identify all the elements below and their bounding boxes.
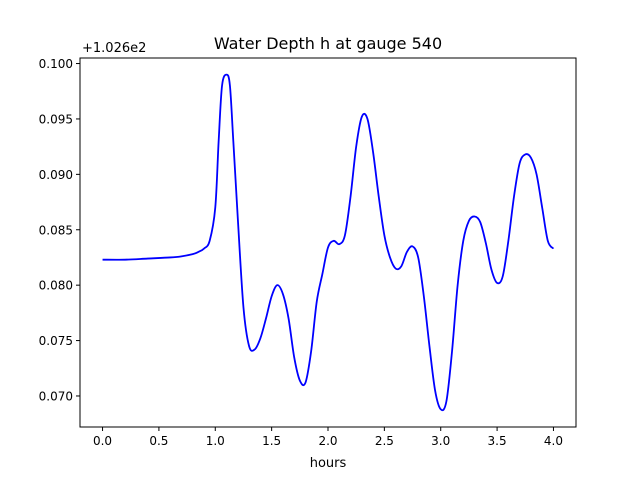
plot-area-frame xyxy=(79,57,577,428)
x-tick-label: 1.5 xyxy=(262,434,281,448)
y-tick-label: 0.100 xyxy=(39,57,73,71)
x-tick-label: 1.0 xyxy=(206,434,225,448)
x-tick-label: 3.5 xyxy=(488,434,507,448)
y-tick-label: 0.075 xyxy=(39,334,73,348)
series-group xyxy=(102,73,555,412)
x-tick-label: 4.0 xyxy=(544,434,563,448)
x-axis-ticks: 0.0 0.5 1.0 1.5 2.0 2.5 3.0 3.5 4.0 xyxy=(93,427,563,448)
x-tick-label: 2.0 xyxy=(318,434,337,448)
y-tick-label: 0.085 xyxy=(39,223,73,237)
x-tick-label: 0.5 xyxy=(149,434,168,448)
y-tick-label: 0.095 xyxy=(39,112,73,126)
y-tick-label: 0.090 xyxy=(39,168,73,182)
series-line xyxy=(102,73,555,412)
x-tick-label: 3.0 xyxy=(431,434,450,448)
chart-title: Water Depth h at gauge 540 xyxy=(214,34,442,53)
x-tick-label: 0.0 xyxy=(93,434,112,448)
x-tick-label: 2.5 xyxy=(375,434,394,448)
y-axis-ticks: 0.070 0.075 0.080 0.085 0.090 0.095 0.100 xyxy=(39,57,80,403)
y-axis-offset-label: +1.026e2 xyxy=(82,41,146,56)
y-tick-label: 0.080 xyxy=(39,279,73,293)
y-tick-label: 0.070 xyxy=(39,389,73,403)
x-axis-label: hours xyxy=(310,456,347,471)
